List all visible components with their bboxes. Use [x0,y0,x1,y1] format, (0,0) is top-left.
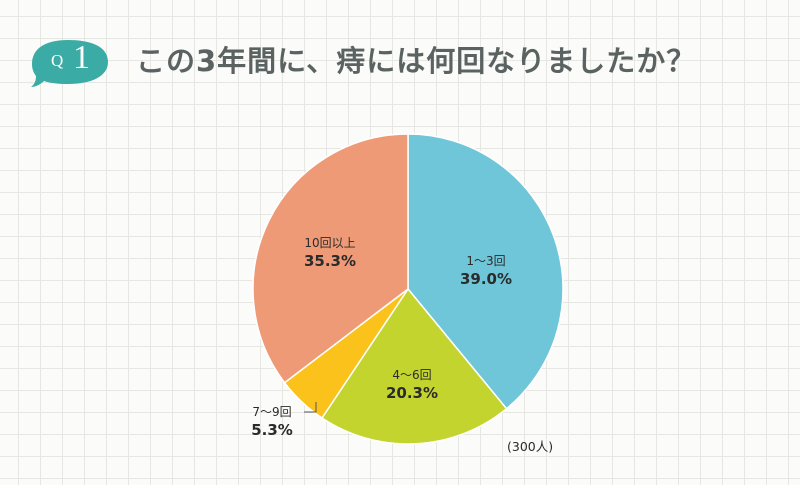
leader-line-7-9 [304,402,317,413]
sample-size-note: (300人) [507,439,554,454]
pie-slice-10-plus [252,133,409,384]
slice-value-1-3: 39.0% [460,270,512,288]
slice-label-4-6: 4〜6回 [392,368,431,382]
pie-slice-4-6 [320,287,508,445]
slice-value-4-6: 20.3% [386,384,438,402]
pie-slice-1-3 [407,133,564,410]
slice-label-1-3: 1〜3回 [466,254,505,268]
page-title: この3年間に、痔には何回なりましたか？ [136,44,697,78]
badge-letter: Q [51,51,65,70]
slice-label-10-plus: 10回以上 [304,236,355,250]
badge-number: 1 [73,39,90,76]
question-header: Q 1 この3年間に、痔には何回なりましたか？ [26,28,786,92]
slice-value-7-9: 5.3% [251,421,293,439]
question-badge: Q 1 [28,36,114,88]
badge-shape-icon [31,40,108,87]
slice-label-7-9: 7〜9回 [252,405,291,419]
slice-value-10-plus: 35.3% [304,252,356,270]
